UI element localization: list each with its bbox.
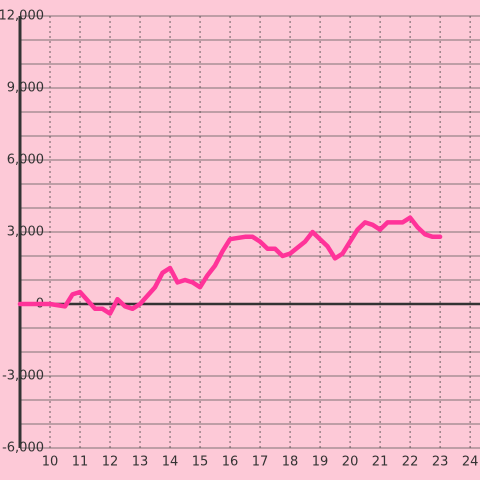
x-tick-label: 22 [402,455,419,470]
x-tick-label: 10 [42,455,59,470]
x-tick-label: 11 [72,455,89,470]
x-tick-label: 12 [102,455,119,470]
line-series [17,215,443,316]
x-tick-label: 14 [162,455,179,470]
x-tick-label: 15 [192,455,209,470]
x-tick-label: 23 [432,455,449,470]
y-tick-label: 9,000 [7,81,44,96]
y-tick-label: 3,000 [7,225,44,240]
x-tick-label: 17 [252,455,269,470]
y-tick-label: -3,000 [2,369,44,384]
x-tick-label: 16 [222,455,239,470]
x-tick-label: 20 [342,455,359,470]
y-tick-label: 6,000 [7,153,44,168]
y-tick-label: -6,000 [2,441,44,456]
x-tick-label: 21 [372,455,389,470]
x-tick-label: 19 [312,455,329,470]
x-tick-label: 18 [282,455,299,470]
x-tick-label: 24 [462,455,479,470]
y-tick-label: 12,000 [0,9,44,24]
x-tick-label: 13 [132,455,149,470]
